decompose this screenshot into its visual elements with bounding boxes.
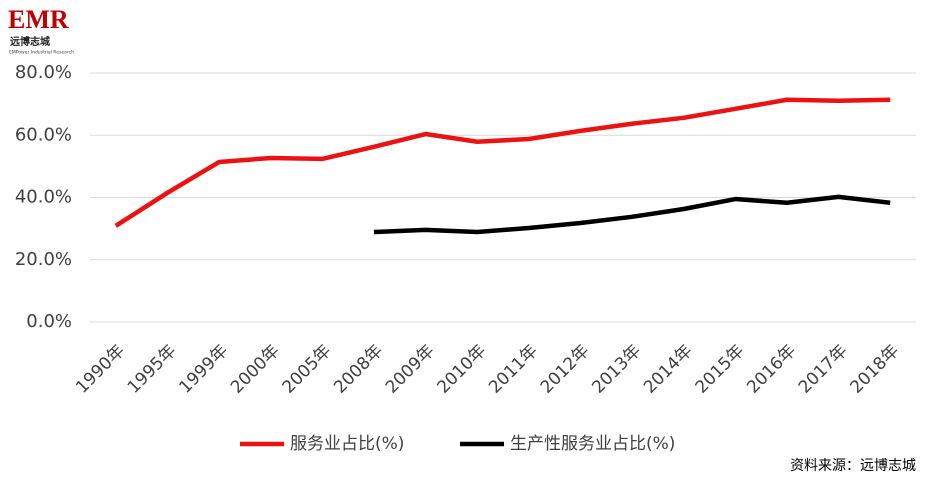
series-line (373, 194, 891, 235)
x-tick-label: 2013年 (588, 341, 645, 398)
x-tick-label: 2010年 (434, 341, 491, 398)
x-tick-label: 2016年 (743, 341, 800, 398)
logo-name: 远博志城 (10, 35, 50, 48)
x-tick-label: 2018年 (847, 341, 904, 398)
legend-label: 生产性服务业占比(%) (510, 434, 675, 454)
x-tick-label: 2009年 (382, 341, 439, 398)
y-tick-label: 20.0% (15, 249, 72, 270)
logo-tagline: EMPower Industrial Research (9, 50, 74, 56)
y-tick-label: 0.0% (26, 311, 72, 332)
y-tick-label: 60.0% (15, 124, 72, 145)
source-note: 资料来源：远博志城 (790, 457, 916, 474)
logo-mark: EMR (8, 5, 69, 34)
x-tick-label: 2011年 (485, 341, 542, 398)
x-tick-label: 2012年 (537, 341, 594, 398)
x-tick-label: 1990年 (72, 341, 129, 398)
x-tick-label: 2014年 (640, 341, 697, 398)
x-tick-label: 2008年 (330, 341, 387, 398)
x-tick-label: 2017年 (795, 341, 852, 398)
y-tick-label: 80.0% (15, 62, 72, 83)
legend-label: 服务业占比(%) (290, 434, 404, 454)
series-line (114, 97, 891, 228)
x-tick-label: 1999年 (175, 341, 232, 398)
x-tick-label: 1995年 (124, 341, 181, 398)
x-tick-label: 2000年 (227, 341, 284, 398)
x-tick-label: 2005年 (279, 341, 336, 398)
y-tick-label: 40.0% (15, 187, 72, 208)
x-tick-label: 2015年 (692, 341, 749, 398)
